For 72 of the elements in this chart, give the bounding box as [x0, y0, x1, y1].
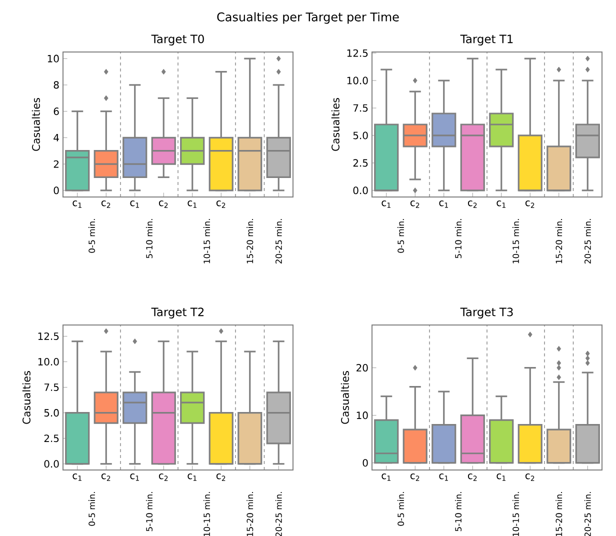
- text: 20-25 min.: [584, 219, 591, 264]
- x-tick-label: c$_{1}$: [72, 474, 82, 481]
- x-tick-label: c$_{1}$: [130, 474, 139, 481]
- chart-title: Target T2: [151, 308, 204, 318]
- chart-title: Target T1: [460, 34, 513, 46]
- y-tick-label: 5.0: [44, 409, 59, 417]
- x-tick-label: c$_{1}$: [188, 474, 196, 481]
- text: 0-5 min.: [88, 492, 96, 526]
- x-tick-label: c$_{1}$: [439, 474, 448, 481]
- x-tick-label: c$_{2}$: [410, 474, 420, 481]
- y-axis-title: Casualties: [32, 98, 40, 151]
- x-tick-label: c$_{2}$: [525, 474, 534, 481]
- x-tick-label: c$_{2}$: [468, 200, 477, 208]
- y-tick-label: 0: [362, 459, 368, 467]
- x-tick-label: c$_{1}$: [439, 200, 448, 208]
- y-tick-label: 7.5: [353, 104, 368, 112]
- text: 15-20 min.: [246, 219, 254, 264]
- x-tick-label: c$_{2}$: [158, 200, 168, 208]
- y-tick-label: 10: [48, 54, 59, 62]
- y-axis-title: Casualties: [331, 98, 340, 151]
- text: 10-15 min.: [512, 492, 520, 536]
- text: 5-10 min.: [454, 219, 462, 258]
- y-tick-label: 0.0: [353, 186, 368, 194]
- y-tick-label: 4: [54, 134, 59, 142]
- text: 15-20 min.: [556, 219, 562, 264]
- x-tick-label: c$_{2}$: [468, 474, 477, 481]
- text: 0-5 min.: [397, 492, 404, 526]
- x-tick-label: c$_{2}$: [101, 474, 110, 481]
- x-tick-label: c$_{2}$: [525, 200, 534, 208]
- text: 5-10 min.: [454, 492, 462, 532]
- y-tick-label: 20: [356, 364, 368, 372]
- x-tick-label: c$_{2}$: [158, 474, 168, 481]
- text: 5-10 min.: [146, 219, 153, 258]
- y-tick-label: 2.5: [353, 159, 368, 167]
- chart-title: Target T0: [151, 34, 204, 46]
- y-tick-label: 7.5: [44, 384, 59, 391]
- y-tick-label: 12.5: [38, 332, 59, 340]
- y-tick-label: 2.5: [44, 434, 59, 442]
- y-tick-label: 5.0: [353, 132, 368, 140]
- text: 5-10 min.: [146, 492, 153, 532]
- chart-title: Target T3: [460, 308, 513, 318]
- x-tick-label: c$_{2}$: [410, 200, 420, 208]
- y-axis-title: Casualties: [340, 371, 349, 424]
- y-tick-label: 10: [356, 412, 368, 420]
- y-tick-label: 0: [54, 186, 59, 194]
- text: 10-15 min.: [203, 219, 210, 264]
- x-tick-label: c$_{1}$: [496, 474, 506, 481]
- x-tick-label: c$_{1}$: [496, 200, 506, 208]
- x-tick-label: c$_{1}$: [382, 200, 390, 208]
- y-axis-title: Casualties: [22, 371, 30, 424]
- y-tick-label: 10.0: [347, 76, 368, 84]
- text: 0-5 min.: [397, 219, 404, 253]
- y-tick-label: 0.0: [44, 460, 59, 468]
- x-tick-label: c$_{2}$: [101, 200, 110, 208]
- x-tick-label: c$_{1}$: [130, 200, 139, 208]
- text: 20-25 min.: [275, 219, 282, 264]
- text: Casualties per Target per Time: [217, 12, 399, 24]
- y-tick-label: 2: [54, 160, 58, 168]
- text: 0-5 min.: [88, 219, 96, 253]
- y-tick-label: 6: [54, 108, 59, 116]
- x-tick-label: c$_{1}$: [188, 200, 196, 208]
- x-tick-label: c$_{2}$: [216, 200, 226, 208]
- x-tick-label: c$_{1}$: [382, 474, 390, 481]
- text: 15-20 min.: [556, 492, 562, 536]
- y-tick-label: 8: [54, 81, 59, 89]
- x-tick-label: c$_{2}$: [216, 474, 226, 481]
- y-tick-label: 10.0: [38, 358, 59, 366]
- text: 10-15 min.: [512, 219, 520, 264]
- text: 10-15 min.: [203, 492, 210, 536]
- text: 15-20 min.: [246, 492, 254, 536]
- x-tick-label: c$_{1}$: [72, 200, 82, 208]
- y-tick-label: 12.5: [347, 49, 368, 57]
